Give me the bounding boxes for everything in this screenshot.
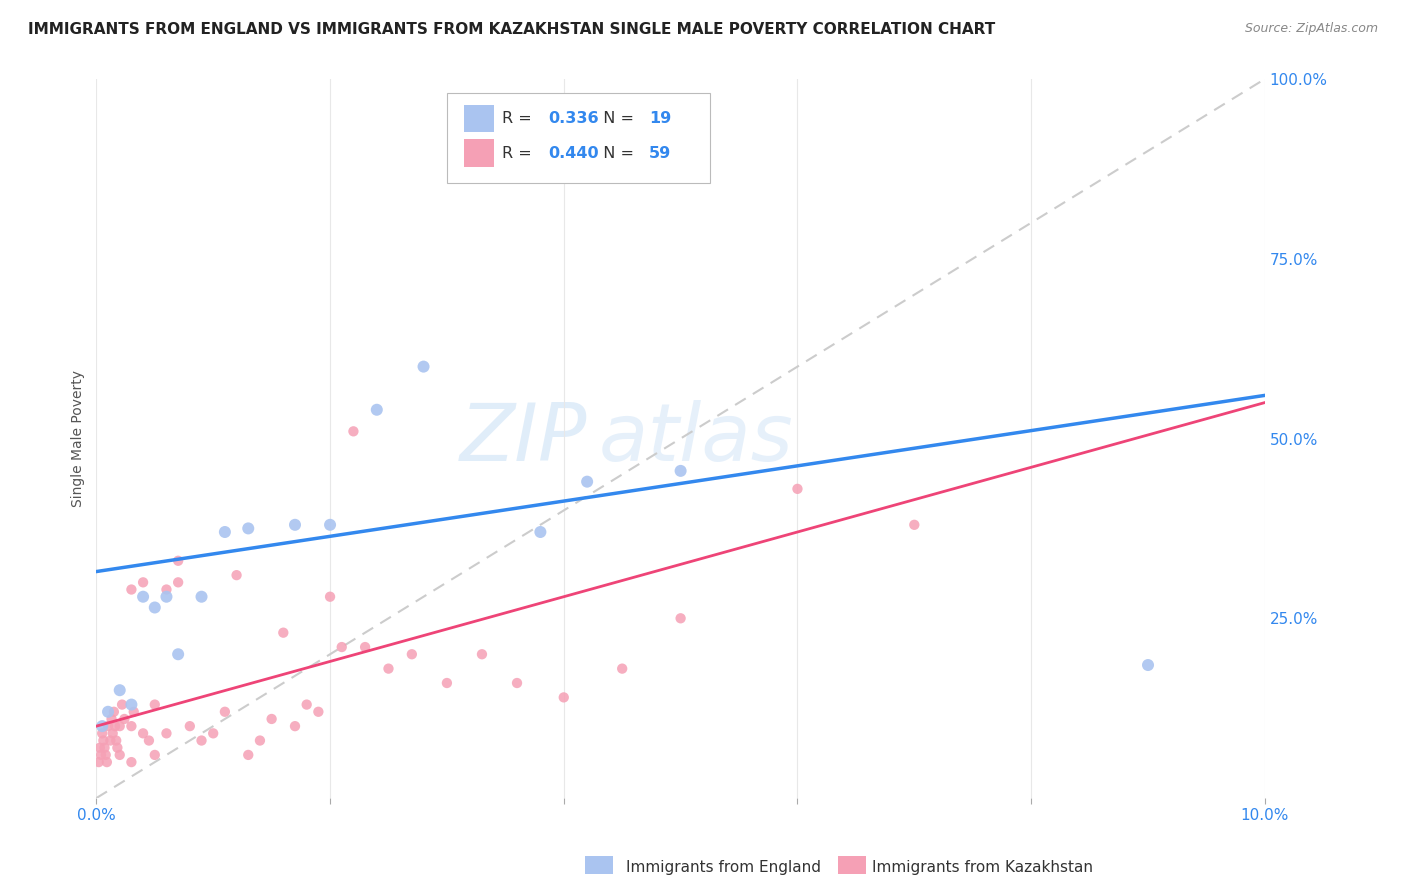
- Point: [108, 683, 131, 698]
- Text: Source: ZipAtlas.com: Source: ZipAtlas.com: [1244, 22, 1378, 36]
- Point: [786, 482, 808, 496]
- Text: 19: 19: [650, 111, 671, 126]
- Point: [1137, 658, 1160, 673]
- Point: [93, 733, 115, 747]
- Point: [377, 662, 399, 676]
- Point: [366, 402, 388, 417]
- Point: [190, 590, 212, 604]
- Point: [436, 676, 458, 690]
- Point: [612, 662, 634, 676]
- Point: [529, 524, 551, 539]
- Bar: [585, 856, 613, 874]
- Point: [120, 755, 142, 769]
- Point: [260, 712, 283, 726]
- Point: [91, 726, 114, 740]
- Point: [155, 582, 177, 597]
- Point: [167, 554, 190, 568]
- Text: N =: N =: [593, 111, 640, 126]
- Point: [93, 740, 115, 755]
- Text: 0.336: 0.336: [548, 111, 599, 126]
- Point: [342, 425, 364, 439]
- Point: [354, 640, 377, 654]
- Point: [553, 690, 575, 705]
- Point: [89, 740, 111, 755]
- Point: [330, 640, 353, 654]
- Point: [319, 590, 342, 604]
- Point: [108, 719, 131, 733]
- Text: N =: N =: [593, 145, 640, 161]
- Point: [104, 719, 127, 733]
- Point: [319, 517, 342, 532]
- Point: [155, 726, 177, 740]
- Text: 0.440: 0.440: [548, 145, 599, 161]
- Point: [94, 747, 117, 762]
- Point: [105, 733, 128, 747]
- Text: Immigrants from Kazakhstan: Immigrants from Kazakhstan: [872, 860, 1092, 874]
- Point: [143, 698, 166, 712]
- Point: [111, 698, 134, 712]
- Point: [91, 719, 114, 733]
- Point: [249, 733, 271, 747]
- Point: [101, 726, 124, 740]
- Point: [100, 712, 122, 726]
- Point: [167, 647, 190, 661]
- Text: R =: R =: [502, 111, 537, 126]
- Y-axis label: Single Male Poverty: Single Male Poverty: [72, 370, 86, 507]
- Point: [284, 517, 307, 532]
- Point: [214, 705, 236, 719]
- Point: [238, 521, 260, 535]
- Text: atlas: atlas: [599, 400, 793, 477]
- Point: [225, 568, 247, 582]
- Point: [87, 755, 110, 769]
- Text: ZIP: ZIP: [460, 400, 588, 477]
- Point: [132, 575, 155, 590]
- Point: [105, 740, 128, 755]
- Point: [202, 726, 225, 740]
- FancyBboxPatch shape: [447, 94, 710, 183]
- Bar: [838, 856, 866, 874]
- Point: [903, 517, 925, 532]
- Bar: [464, 105, 494, 132]
- Point: [214, 524, 236, 539]
- Point: [273, 625, 295, 640]
- Point: [179, 719, 201, 733]
- Point: [120, 698, 142, 712]
- Point: [138, 733, 160, 747]
- Point: [155, 590, 177, 604]
- Point: [506, 676, 529, 690]
- Point: [238, 747, 260, 762]
- Point: [284, 719, 307, 733]
- Point: [669, 464, 692, 478]
- Point: [143, 747, 166, 762]
- Point: [122, 705, 145, 719]
- Point: [90, 747, 112, 762]
- Point: [576, 475, 599, 489]
- Point: [108, 747, 131, 762]
- Point: [471, 647, 494, 661]
- Text: Immigrants from England: Immigrants from England: [626, 860, 821, 874]
- Point: [412, 359, 434, 374]
- Text: R =: R =: [502, 145, 537, 161]
- Point: [120, 719, 142, 733]
- Point: [103, 705, 125, 719]
- Bar: [464, 139, 494, 167]
- Point: [132, 590, 155, 604]
- Point: [120, 582, 142, 597]
- Point: [295, 698, 318, 712]
- Point: [143, 600, 166, 615]
- Point: [190, 733, 212, 747]
- Point: [167, 575, 190, 590]
- Point: [96, 755, 118, 769]
- Point: [669, 611, 692, 625]
- Point: [97, 705, 120, 719]
- Point: [401, 647, 423, 661]
- Text: IMMIGRANTS FROM ENGLAND VS IMMIGRANTS FROM KAZAKHSTAN SINGLE MALE POVERTY CORREL: IMMIGRANTS FROM ENGLAND VS IMMIGRANTS FR…: [28, 22, 995, 37]
- Point: [97, 719, 120, 733]
- Point: [112, 712, 135, 726]
- Point: [100, 733, 122, 747]
- Point: [132, 726, 155, 740]
- Text: 59: 59: [650, 145, 671, 161]
- Point: [307, 705, 329, 719]
